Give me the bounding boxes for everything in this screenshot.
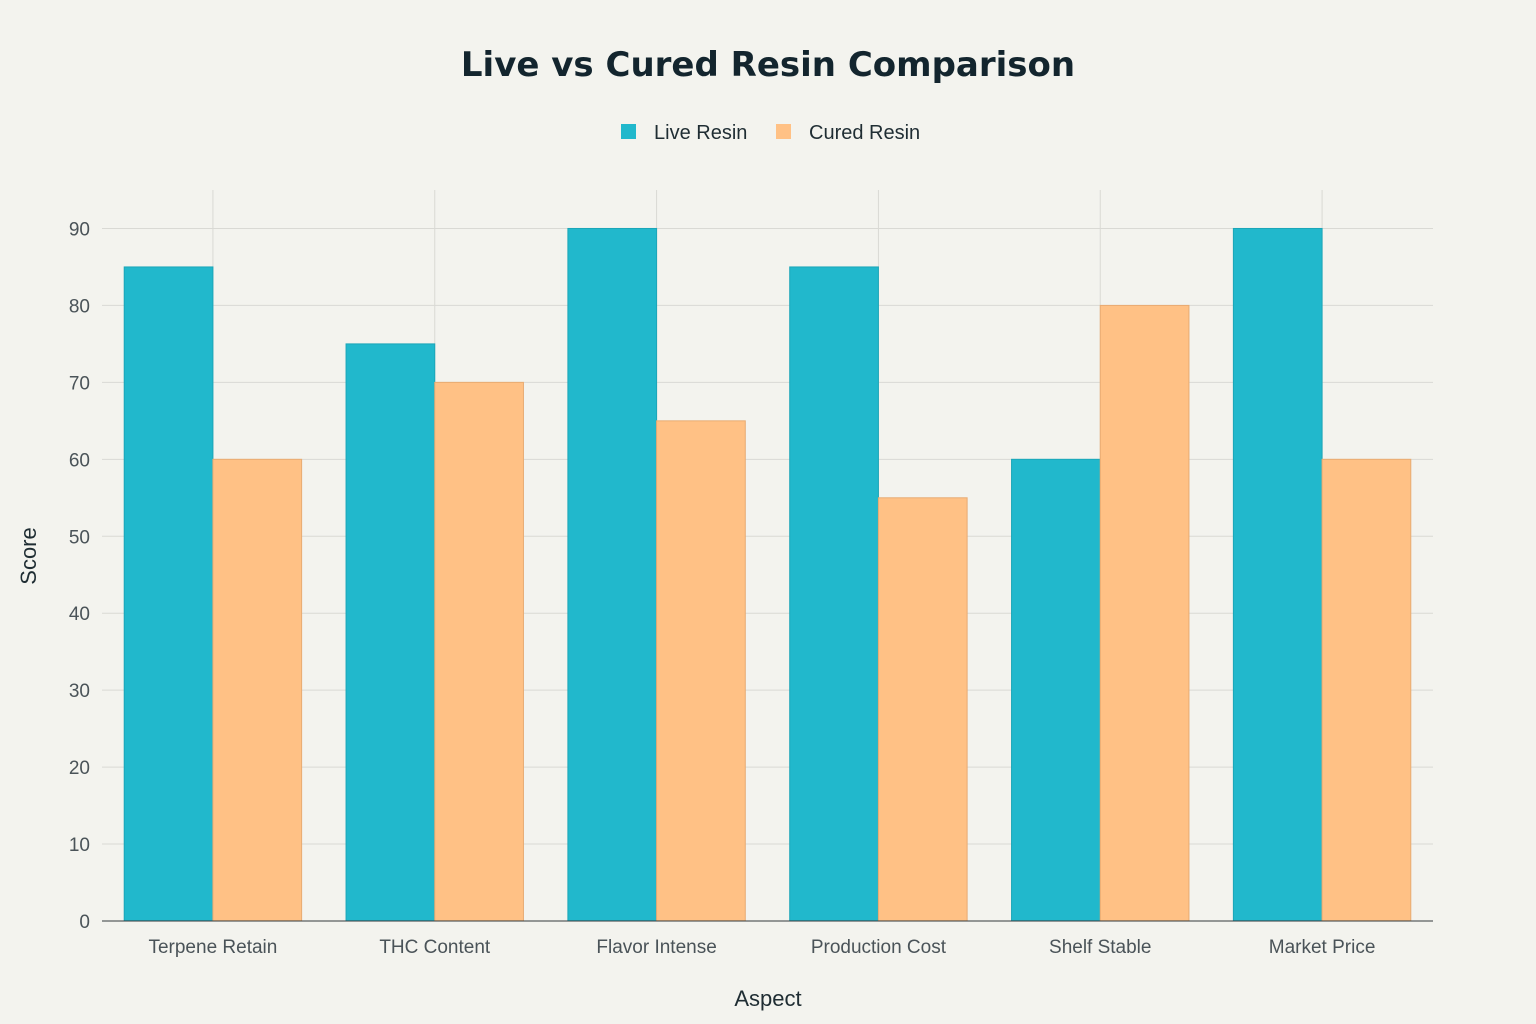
legend-label: Cured Resin [809, 122, 920, 144]
bars [123, 227, 1412, 922]
legend-swatch [776, 124, 791, 139]
bar-cured-resin [877, 497, 968, 922]
legend-label: Live Resin [654, 122, 747, 144]
legend-swatch [621, 124, 636, 139]
bar-live-resin [567, 227, 658, 922]
x-tick-label: THC Content [379, 937, 491, 958]
y-tick-label: 0 [79, 912, 90, 933]
bar-live-resin [345, 343, 436, 922]
y-tick-label: 40 [69, 604, 90, 625]
x-tick-label: Terpene Retain [148, 937, 277, 958]
legend: Live Resin Cured Resin [621, 122, 920, 144]
bar-cured-resin [434, 381, 524, 922]
y-tick-label: 90 [69, 219, 90, 240]
bar-live-resin [1011, 458, 1101, 922]
y-axis-label: Score [16, 527, 41, 584]
y-axis: 0 10 20 30 40 50 60 70 80 90 [69, 219, 90, 933]
x-tick-label: Flavor Intense [596, 937, 716, 958]
bar-live-resin [123, 266, 214, 922]
x-tick-label: Market Price [1269, 937, 1376, 958]
bar-live-resin [789, 266, 879, 922]
y-tick-label: 30 [69, 681, 90, 702]
bar-cured-resin [656, 420, 746, 922]
y-tick-label: 70 [69, 373, 90, 394]
y-tick-label: 80 [69, 296, 90, 317]
x-axis-label: Aspect [734, 986, 801, 1011]
y-tick-label: 10 [69, 835, 90, 856]
y-tick-label: 50 [69, 527, 90, 548]
y-tick-label: 20 [69, 758, 90, 779]
bar-live-resin [1232, 227, 1323, 922]
chart-title: Live vs Cured Resin Comparison [461, 45, 1075, 85]
x-tick-label: Shelf Stable [1049, 937, 1151, 958]
bar-cured-resin [1099, 304, 1190, 922]
x-tick-label: Production Cost [811, 937, 947, 958]
bar-cured-resin [1321, 458, 1412, 922]
x-axis: Terpene Retain THC Content Flavor Intense P… [102, 920, 1433, 958]
y-tick-label: 60 [69, 450, 90, 471]
bar-cured-resin [212, 458, 303, 922]
